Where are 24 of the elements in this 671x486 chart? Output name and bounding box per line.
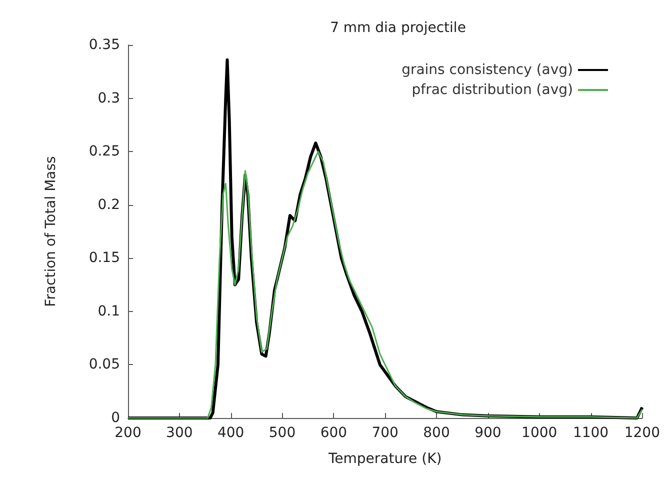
y-axis-title: Fraction of Total Mass [43, 156, 59, 307]
x-tick-label: 1100 [572, 425, 609, 441]
legend-label: grains consistency (avg) [402, 62, 573, 78]
y-tick-label: 0.3 [98, 90, 120, 106]
x-tick-label: 1200 [624, 425, 660, 441]
x-tick-label: 900 [474, 425, 502, 441]
y-tick-label: 0.05 [88, 356, 120, 373]
y-tick-label: 0.25 [88, 144, 120, 160]
x-tick-label: 400 [217, 425, 244, 441]
x-tick-label: 800 [423, 425, 450, 441]
y-tick-label: 0.15 [88, 250, 120, 266]
legend-label: pfrac distribution (avg) [412, 82, 573, 98]
x-tick-label: 500 [268, 425, 296, 441]
x-tick-label: 1000 [522, 425, 558, 441]
x-axis-title: Temperature (K) [327, 451, 442, 467]
x-tick-label: 600 [320, 425, 348, 441]
y-tick-label: 0 [111, 410, 120, 426]
x-tick-label: 700 [372, 425, 398, 441]
x-tick-label: 200 [114, 425, 142, 441]
chart-title: 7 mm dia projectile [330, 20, 466, 36]
y-tick-label: 0.35 [88, 37, 120, 53]
y-tick-label: 0.2 [98, 196, 120, 213]
x-tick-label: 300 [166, 425, 193, 441]
y-tick-label: 0.1 [98, 303, 120, 320]
